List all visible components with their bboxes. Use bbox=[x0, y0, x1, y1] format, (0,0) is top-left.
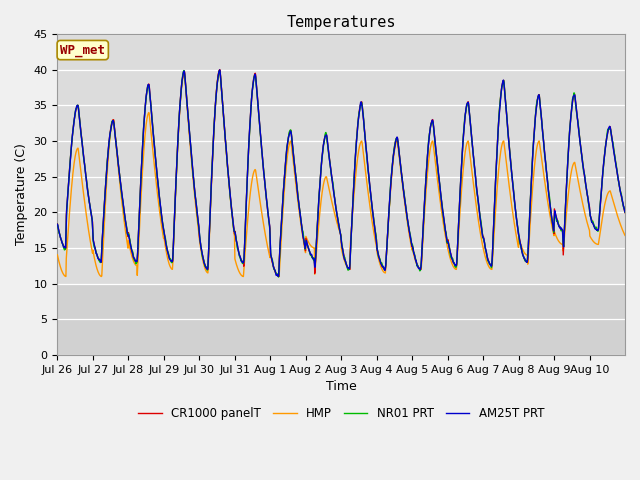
Title: Temperatures: Temperatures bbox=[287, 15, 396, 30]
NR01 PRT bbox=[142, 95, 150, 101]
Legend: CR1000 panelT, HMP, NR01 PRT, AM25T PRT: CR1000 panelT, HMP, NR01 PRT, AM25T PRT bbox=[134, 403, 549, 425]
CR1000 panelT bbox=[216, 67, 223, 72]
NR01 PRT bbox=[180, 68, 188, 73]
CR1000 panelT bbox=[559, 227, 566, 233]
HMP bbox=[476, 226, 484, 232]
NR01 PRT bbox=[54, 221, 61, 227]
Line: AM25T PRT: AM25T PRT bbox=[58, 70, 625, 276]
CR1000 panelT bbox=[54, 221, 61, 227]
HMP bbox=[142, 121, 150, 127]
HMP bbox=[327, 195, 335, 201]
X-axis label: Time: Time bbox=[326, 380, 356, 393]
AM25T PRT bbox=[54, 221, 61, 227]
AM25T PRT bbox=[316, 176, 324, 181]
HMP bbox=[316, 205, 324, 211]
CR1000 panelT bbox=[316, 175, 324, 181]
CR1000 panelT bbox=[621, 210, 629, 216]
HMP bbox=[239, 274, 247, 279]
AM25T PRT bbox=[614, 177, 622, 183]
Text: WP_met: WP_met bbox=[60, 44, 105, 57]
HMP bbox=[216, 67, 223, 72]
HMP bbox=[54, 252, 61, 258]
NR01 PRT bbox=[621, 209, 629, 215]
AM25T PRT bbox=[142, 94, 150, 99]
NR01 PRT bbox=[559, 237, 566, 242]
Y-axis label: Temperature (C): Temperature (C) bbox=[15, 144, 28, 245]
CR1000 panelT bbox=[275, 274, 283, 279]
HMP bbox=[559, 241, 566, 247]
Bar bbox=[58, 284, 625, 355]
Line: NR01 PRT: NR01 PRT bbox=[58, 71, 625, 277]
HMP bbox=[621, 232, 629, 238]
CR1000 panelT bbox=[327, 168, 335, 174]
HMP bbox=[614, 216, 622, 221]
AM25T PRT bbox=[275, 274, 282, 279]
NR01 PRT bbox=[614, 178, 622, 183]
CR1000 panelT bbox=[476, 211, 484, 217]
AM25T PRT bbox=[559, 235, 566, 241]
AM25T PRT bbox=[621, 209, 629, 215]
AM25T PRT bbox=[327, 169, 335, 175]
NR01 PRT bbox=[316, 177, 324, 182]
AM25T PRT bbox=[216, 67, 223, 73]
NR01 PRT bbox=[275, 274, 282, 280]
CR1000 panelT bbox=[142, 94, 150, 100]
CR1000 panelT bbox=[614, 177, 622, 183]
NR01 PRT bbox=[327, 169, 335, 175]
Line: HMP: HMP bbox=[58, 70, 625, 276]
NR01 PRT bbox=[476, 210, 484, 216]
Line: CR1000 panelT: CR1000 panelT bbox=[58, 70, 625, 276]
AM25T PRT bbox=[476, 212, 484, 217]
